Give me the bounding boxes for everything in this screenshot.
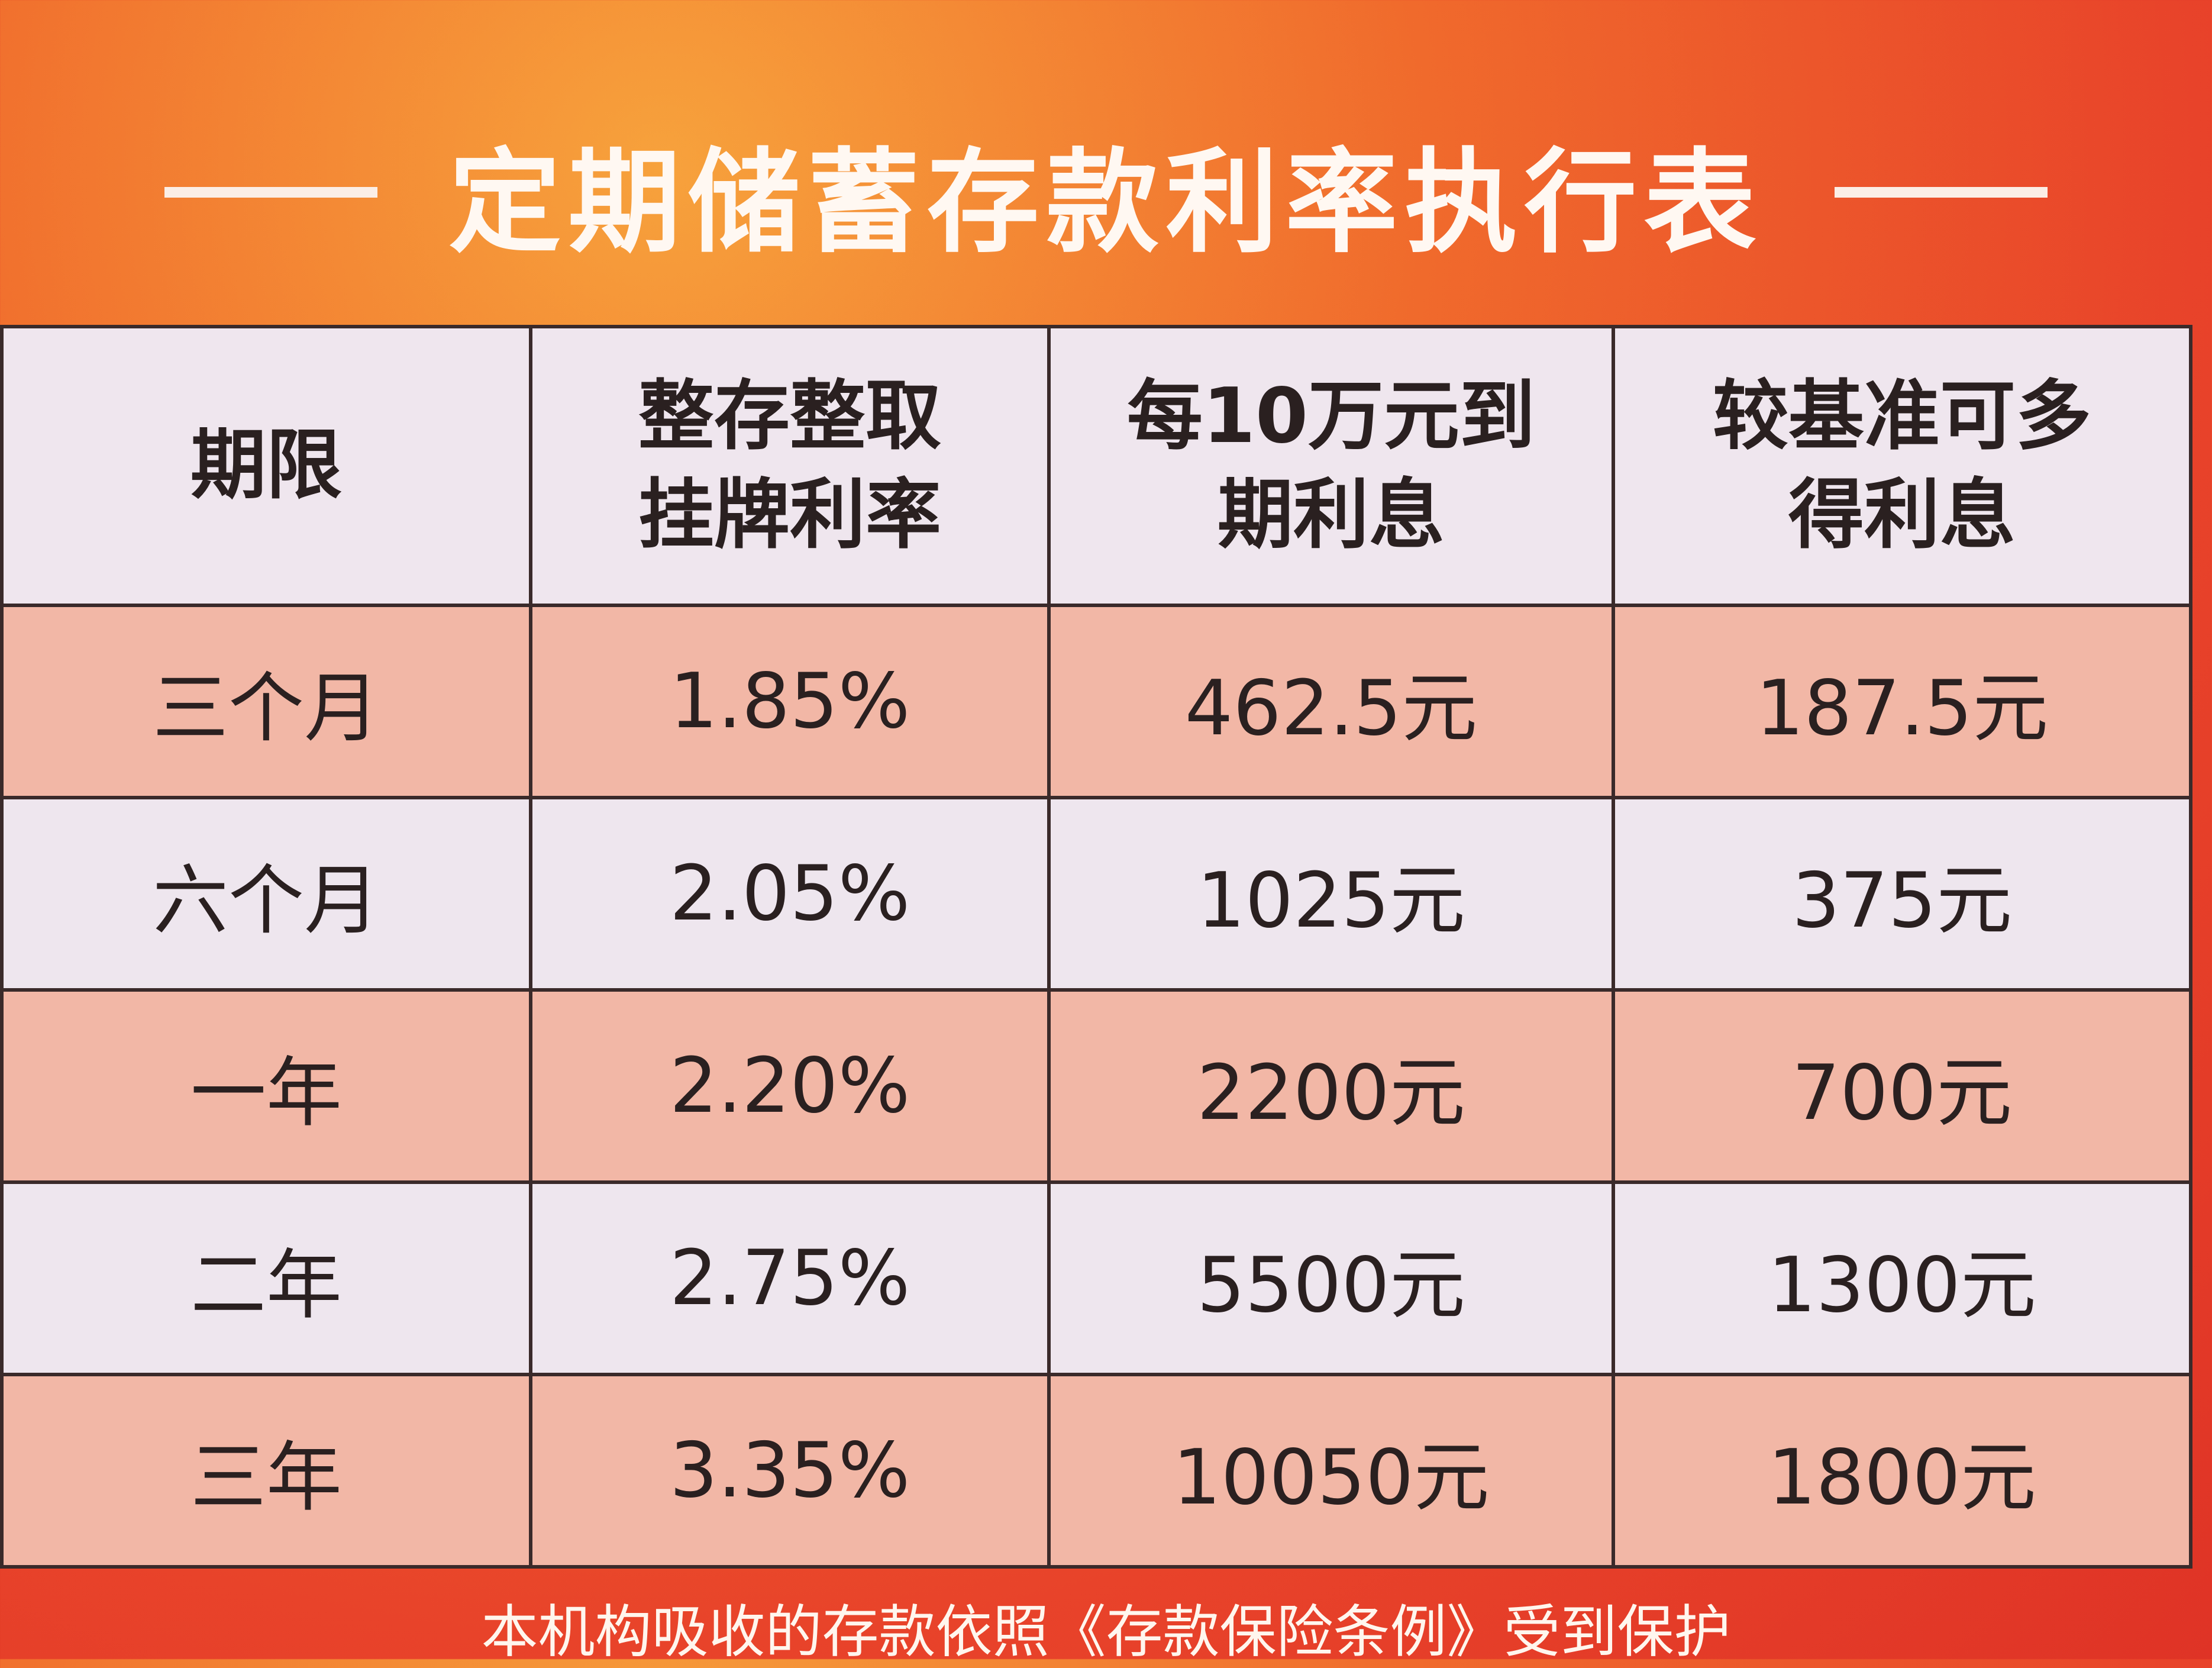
value-cell: 1300元 (1612, 1180, 2192, 1376)
table-row: 六个月 2.05% 1025元 375元 (0, 796, 2192, 992)
title-bar: 定期储蓄存款利率执行表 (0, 118, 2212, 268)
column-header: 整存整取 挂牌利率 (529, 325, 1051, 607)
value-cell: 2200元 (1047, 988, 1615, 1184)
rate-table: 期限 整存整取 挂牌利率 每10万元到 期利息 较基准可多 得利息 三个月 1.85% 462.… (0, 325, 2192, 1569)
value-cell: 2.75% (529, 1180, 1051, 1376)
term-cell: 一年 (0, 988, 532, 1184)
value-cell: 462.5元 (1047, 604, 1615, 799)
value-cell: 700元 (1612, 988, 2192, 1184)
value-cell: 2.05% (529, 796, 1051, 992)
value-cell: 3.35% (529, 1373, 1051, 1569)
table-body: 三个月 1.85% 462.5元 187.5元 六个月 2.05% 1025元 375元 一年 2… (0, 604, 2192, 1569)
term-cell: 三个月 (0, 604, 532, 799)
column-header: 较基准可多 得利息 (1612, 325, 2192, 607)
value-cell: 10050元 (1047, 1373, 1615, 1569)
value-cell: 2.20% (529, 988, 1051, 1184)
header-row: 期限 整存整取 挂牌利率 每10万元到 期利息 较基准可多 得利息 (0, 325, 2192, 607)
header-line: 期限 (190, 421, 342, 510)
term-cell: 三年 (0, 1373, 532, 1569)
header-line: 挂牌利率 (638, 470, 941, 559)
term-cell: 六个月 (0, 796, 532, 992)
column-header: 期限 (0, 325, 532, 607)
footer: 本机构吸收的存款依照《存款保险条例》受到保护 (481, 1599, 1731, 1665)
table-row: 三年 3.35% 10050元 1800元 (0, 1373, 2192, 1569)
header-line: 期利息 (1217, 470, 1445, 559)
header-line: 得利息 (1788, 470, 2016, 559)
term-cell: 二年 (0, 1180, 532, 1376)
value-cell: 1.85% (529, 604, 1051, 799)
value-cell: 1800元 (1612, 1373, 2192, 1569)
value-cell: 5500元 (1047, 1180, 1615, 1376)
value-cell: 375元 (1612, 796, 2192, 992)
title-rule (1834, 187, 2048, 198)
value-cell: 187.5元 (1612, 604, 2192, 799)
table-row: 二年 2.75% 5500元 1300元 (0, 1180, 2192, 1376)
header-line: 较基准可多 (1712, 372, 2091, 461)
title-rule (164, 187, 378, 198)
title: 定期储蓄存款利率执行表 (448, 137, 1764, 268)
value-cell: 1025元 (1047, 796, 1615, 992)
table-row: 三个月 1.85% 462.5元 187.5元 (0, 604, 2192, 799)
table-row: 一年 2.20% 2200元 700元 (0, 988, 2192, 1184)
header-line: 每10万元到 (1126, 372, 1536, 461)
column-header: 每10万元到 期利息 (1047, 325, 1615, 607)
header-line: 整存整取 (638, 372, 941, 461)
